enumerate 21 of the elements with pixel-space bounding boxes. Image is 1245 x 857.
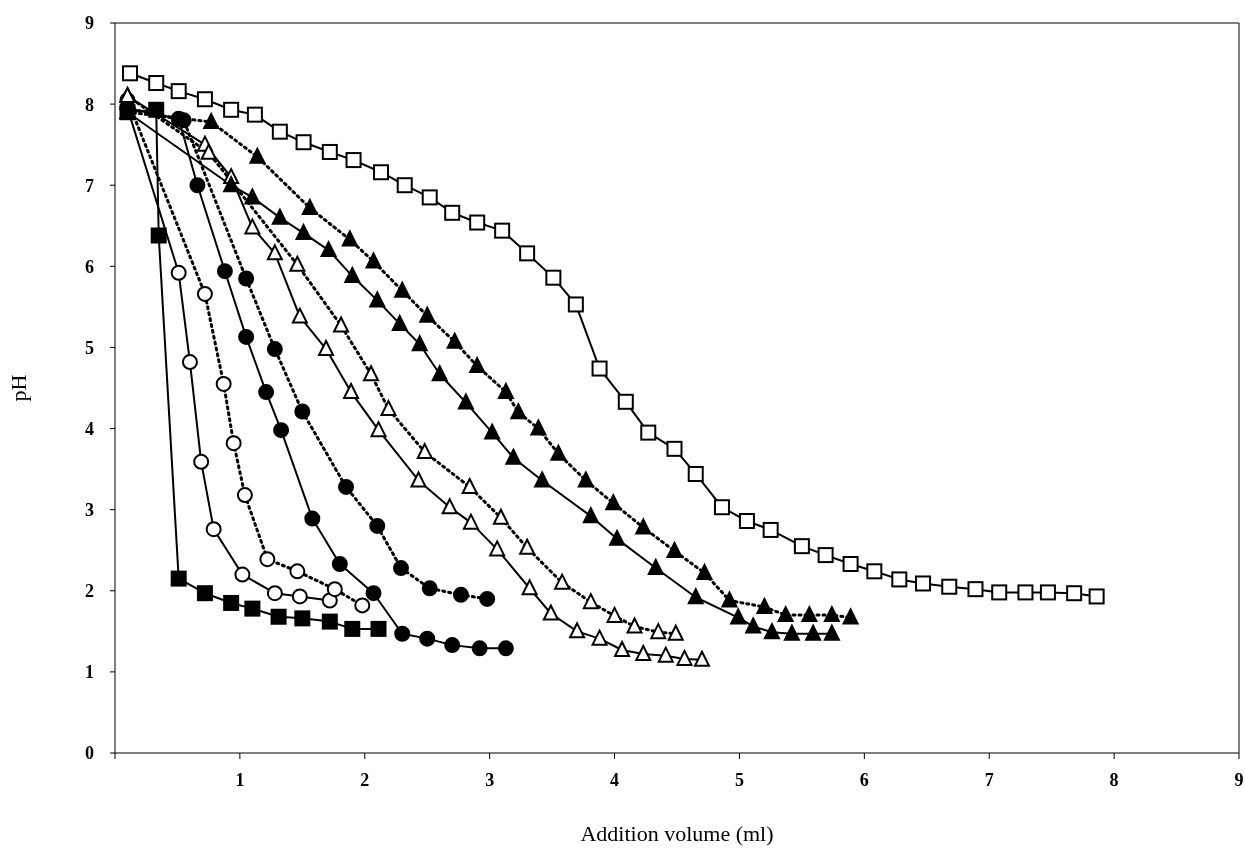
y-axis-title: pH [5, 374, 31, 402]
y-tick-label: 4 [85, 418, 94, 439]
y-tick-label: 7 [85, 175, 94, 196]
y-tick-label: 3 [85, 500, 94, 521]
y-tick-label: 9 [85, 13, 94, 34]
x-tick-label: 5 [734, 769, 744, 790]
x-tick-label: 3 [485, 769, 495, 790]
y-tick-label: 0 [85, 743, 94, 764]
x-tick-label: 8 [1109, 769, 1119, 790]
y-tick-label: 2 [85, 581, 94, 602]
x-tick-label: 2 [360, 769, 370, 790]
y-tick-label: 6 [85, 256, 94, 277]
x-axis-title: Addition volume (ml) [580, 820, 774, 846]
x-tick-label: 6 [859, 769, 869, 790]
y-tick-label: 8 [85, 94, 94, 115]
x-tick-label: 1 [235, 769, 245, 790]
x-tick-label: 7 [984, 769, 994, 790]
y-tick-label: 5 [85, 337, 94, 358]
x-tick-label: 9 [1234, 769, 1244, 790]
x-tick-label: 4 [610, 769, 620, 790]
y-tick-label: 1 [85, 662, 94, 683]
